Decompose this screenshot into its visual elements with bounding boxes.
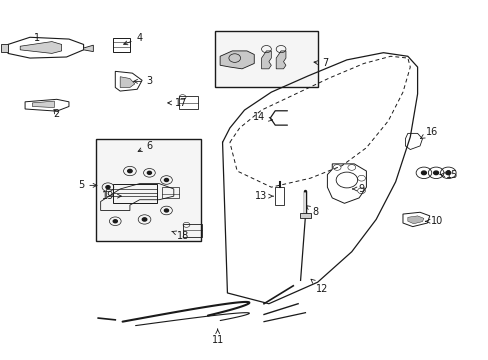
Polygon shape (407, 216, 423, 224)
Polygon shape (0, 44, 8, 51)
Bar (215, 31, 317, 87)
Bar (96, 139, 200, 241)
Text: 1: 1 (34, 33, 54, 50)
Polygon shape (220, 51, 254, 69)
Text: 19: 19 (102, 191, 121, 201)
Text: 4: 4 (123, 33, 142, 45)
Circle shape (113, 220, 117, 223)
Text: 17: 17 (167, 98, 187, 108)
Text: 7: 7 (313, 58, 327, 68)
Bar (299, 213, 311, 218)
Bar (274, 187, 284, 205)
Polygon shape (120, 77, 135, 87)
Bar (105, 189, 113, 196)
Circle shape (164, 179, 168, 181)
Text: 14: 14 (252, 112, 272, 122)
Polygon shape (32, 101, 54, 108)
Text: 3: 3 (133, 76, 152, 86)
Bar (113, 184, 157, 203)
Text: 6: 6 (138, 141, 152, 152)
Bar (182, 224, 202, 237)
Text: 13: 13 (255, 191, 273, 201)
Circle shape (147, 171, 151, 174)
Text: 2: 2 (54, 109, 60, 119)
Circle shape (421, 171, 426, 175)
Polygon shape (83, 45, 93, 51)
Circle shape (164, 209, 168, 212)
Text: 18: 18 (172, 231, 189, 240)
Bar (178, 96, 198, 109)
Circle shape (445, 171, 450, 175)
Text: 9: 9 (352, 184, 364, 194)
Bar (113, 39, 130, 52)
Text: 10: 10 (425, 216, 442, 226)
Text: 16: 16 (420, 127, 437, 138)
Text: 5: 5 (78, 180, 97, 190)
Text: 11: 11 (211, 329, 224, 345)
Text: 8: 8 (305, 206, 318, 217)
Circle shape (106, 186, 110, 189)
Polygon shape (20, 41, 61, 53)
Polygon shape (261, 51, 271, 69)
Text: 15: 15 (439, 170, 457, 180)
Bar (161, 187, 178, 198)
Circle shape (127, 170, 132, 173)
Circle shape (142, 218, 146, 221)
Circle shape (433, 171, 438, 175)
Polygon shape (276, 51, 285, 69)
Text: 12: 12 (310, 279, 328, 294)
